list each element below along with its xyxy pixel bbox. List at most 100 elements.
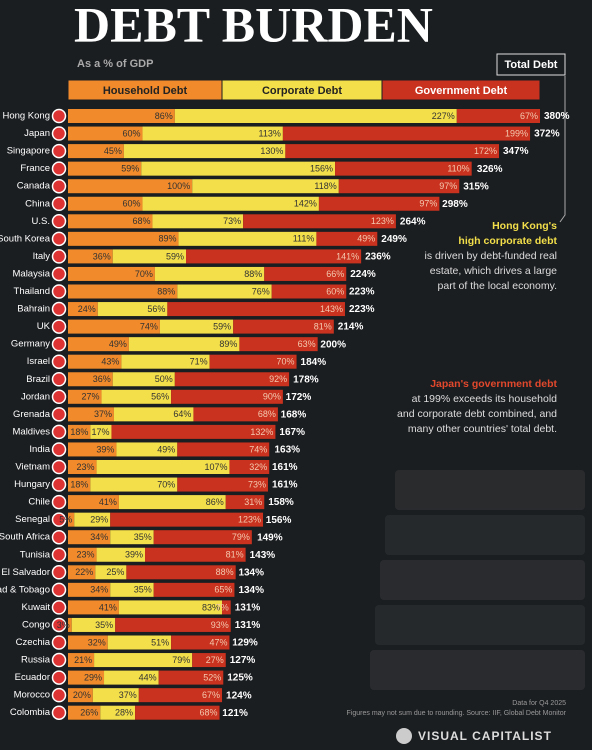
category-label: Singapore [7, 146, 50, 157]
value-label: 22% [75, 567, 93, 577]
value-label: 23% [77, 462, 95, 472]
category-label: Malaysia [13, 268, 51, 279]
flag [51, 372, 67, 387]
bar-segment [209, 354, 297, 369]
flag [51, 389, 67, 405]
bar-segment [121, 354, 210, 369]
value-label: 24% [78, 304, 96, 314]
flag [51, 494, 67, 510]
value-label: 97% [439, 181, 457, 191]
category-label: Morocco [14, 690, 50, 701]
total-label: 143% [250, 550, 276, 561]
value-label: 81% [226, 550, 244, 560]
annotation-text: part of the local economy. [438, 280, 557, 292]
bar-segment [174, 372, 290, 387]
bar-segment [68, 231, 179, 246]
category-label: South Africa [0, 532, 51, 543]
total-label: 200% [320, 339, 346, 350]
bar-segment [112, 249, 186, 264]
bar-segment [142, 196, 319, 211]
value-label: 60% [326, 286, 344, 296]
value-label: 49% [357, 234, 375, 244]
category-label: Ecuador [15, 672, 50, 683]
value-label: 107% [204, 462, 227, 472]
category-label: U.S. [32, 216, 50, 227]
value-label: 79% [232, 532, 250, 542]
value-label: 59% [121, 164, 139, 174]
annotation-text: at 199% exceeds its household [412, 393, 558, 405]
bar-segment [141, 161, 336, 176]
bar-segment [68, 495, 119, 510]
value-label: 28% [115, 708, 133, 718]
annotation-highlight: Hong Kong's [492, 220, 557, 232]
flag [51, 354, 67, 369]
bar-segment [68, 179, 193, 194]
bar-segment [159, 319, 234, 334]
bar-segment [68, 547, 97, 562]
flag [51, 424, 67, 440]
value-label: 81% [314, 321, 332, 331]
value-label: 88% [157, 286, 175, 296]
value-label: 142% [294, 199, 317, 209]
total-label: 315% [463, 181, 489, 192]
bar-segment [68, 266, 155, 281]
bar-segment [68, 354, 122, 369]
flag [51, 652, 67, 668]
flag [51, 565, 67, 580]
flag [51, 477, 67, 492]
value-label: 227% [432, 111, 455, 121]
category-label: South Korea [0, 233, 51, 244]
bar-segment [145, 547, 246, 562]
category-label: Vietnam [15, 462, 50, 473]
category-label: Colombia [10, 707, 51, 718]
bar-segment [68, 337, 129, 352]
bar-segment [138, 688, 223, 703]
value-label: 51% [151, 637, 169, 647]
flag [51, 178, 67, 194]
value-label: 60% [123, 199, 141, 209]
value-label: 7% [216, 602, 229, 612]
bar-segment [193, 407, 278, 422]
value-label: 70% [135, 269, 153, 279]
bar-segment [68, 284, 178, 299]
value-label: 60% [123, 128, 141, 138]
bar-segment [68, 477, 91, 492]
chart-subtitle: As a % of GDP [77, 58, 153, 70]
value-label: 59% [213, 321, 231, 331]
flag [51, 512, 67, 527]
bar-segment [68, 530, 111, 545]
value-label: 56% [147, 304, 165, 314]
value-label: 50% [155, 374, 173, 384]
bar-segment [115, 617, 231, 632]
flag [51, 617, 67, 633]
bar-segment [282, 126, 531, 141]
value-label: 110% [447, 164, 469, 174]
flag [51, 459, 67, 475]
bar-segment [68, 319, 160, 334]
value-label: 21% [74, 655, 92, 665]
flag [51, 108, 67, 124]
value-label: 123% [371, 216, 394, 226]
flag [51, 196, 67, 211]
value-label: 56% [151, 392, 169, 402]
bar-segment [154, 266, 265, 281]
flag [51, 407, 67, 422]
total-label: 326% [477, 164, 503, 175]
total-label: 163% [274, 445, 300, 456]
bar-segment [96, 547, 146, 562]
value-label: 97% [419, 199, 437, 209]
value-label: 49% [109, 339, 127, 349]
bar-segment [178, 231, 317, 246]
flag [51, 670, 67, 685]
bar-segment [264, 266, 347, 281]
bar-segment [225, 495, 265, 510]
total-label: 149% [257, 532, 283, 543]
flag [51, 442, 67, 457]
bar-segment [285, 144, 500, 159]
total-label: 131% [235, 620, 261, 631]
total-label: 249% [381, 234, 407, 245]
value-label: 32% [88, 637, 106, 647]
legend-swatch [381, 79, 541, 101]
category-label: Thailand [14, 286, 50, 297]
value-label: 37% [94, 409, 112, 419]
